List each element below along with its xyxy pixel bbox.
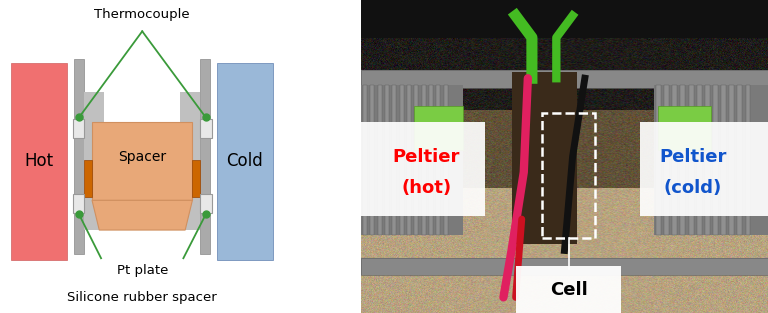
Bar (392, 85, 396, 235)
Bar (656, 85, 661, 235)
Bar (429, 85, 433, 235)
Bar (713, 85, 718, 235)
Bar (705, 85, 710, 235)
Bar (680, 85, 685, 235)
Bar (407, 85, 411, 235)
Text: Spacer: Spacer (118, 150, 167, 163)
Text: Cell: Cell (550, 280, 588, 299)
Text: (hot): (hot) (401, 179, 451, 197)
Bar (414, 85, 419, 235)
Bar (444, 85, 448, 235)
Bar (697, 85, 702, 235)
Bar (361, 0, 768, 38)
Bar (730, 85, 734, 235)
Bar (730, 85, 734, 235)
Bar (74, 59, 84, 254)
Bar (363, 85, 367, 235)
Bar (217, 63, 273, 260)
Bar (361, 258, 768, 275)
Bar (713, 85, 718, 235)
Bar (664, 85, 669, 235)
Bar (378, 85, 382, 235)
FancyBboxPatch shape (361, 122, 485, 216)
Bar (73, 119, 84, 138)
Bar (672, 85, 677, 235)
Bar (414, 106, 462, 150)
Text: Silicone rubber spacer: Silicone rubber spacer (68, 291, 217, 304)
Bar (361, 70, 768, 88)
Bar (654, 85, 768, 235)
FancyBboxPatch shape (640, 122, 768, 216)
Bar (746, 85, 750, 235)
Polygon shape (92, 200, 193, 230)
Bar (363, 85, 367, 235)
Bar (407, 85, 411, 235)
Bar (385, 85, 389, 235)
Text: Hot: Hot (25, 152, 53, 170)
Bar (370, 85, 374, 235)
Bar (737, 85, 743, 235)
Bar (361, 85, 462, 235)
Bar (392, 85, 396, 235)
Text: (cold): (cold) (664, 179, 722, 197)
Text: Pt plate: Pt plate (117, 264, 168, 277)
Text: Peltier: Peltier (392, 147, 460, 166)
Bar (200, 194, 211, 213)
Bar (689, 85, 694, 235)
Bar (399, 85, 404, 235)
Bar (542, 113, 595, 238)
Bar (664, 85, 669, 235)
Bar (656, 85, 661, 235)
Bar (689, 85, 694, 235)
Bar (84, 92, 104, 230)
Bar (705, 85, 710, 235)
Bar (422, 85, 425, 235)
Bar (180, 92, 200, 230)
Bar (92, 122, 193, 200)
Bar (680, 85, 685, 235)
Bar (11, 63, 67, 260)
Bar (84, 160, 92, 197)
Bar (399, 85, 404, 235)
Bar (73, 194, 84, 213)
Bar (370, 85, 374, 235)
Bar (414, 85, 419, 235)
Text: Thermocouple: Thermocouple (94, 8, 190, 21)
Bar (721, 85, 726, 235)
Bar (672, 85, 677, 235)
Bar (200, 59, 210, 254)
Bar (192, 160, 200, 197)
Bar (436, 85, 440, 235)
Bar (422, 85, 425, 235)
Bar (361, 70, 768, 88)
Bar (746, 85, 750, 235)
Text: Cold: Cold (226, 152, 263, 170)
Text: Peltier: Peltier (659, 147, 727, 166)
Bar (200, 119, 211, 138)
Bar (361, 258, 768, 275)
Bar (444, 85, 448, 235)
Bar (737, 85, 743, 235)
FancyBboxPatch shape (515, 266, 621, 313)
Bar (436, 85, 440, 235)
Bar (697, 85, 702, 235)
Bar (721, 85, 726, 235)
Bar (511, 72, 577, 244)
Bar (385, 85, 389, 235)
Bar (429, 85, 433, 235)
Bar (378, 85, 382, 235)
Bar (658, 106, 711, 150)
